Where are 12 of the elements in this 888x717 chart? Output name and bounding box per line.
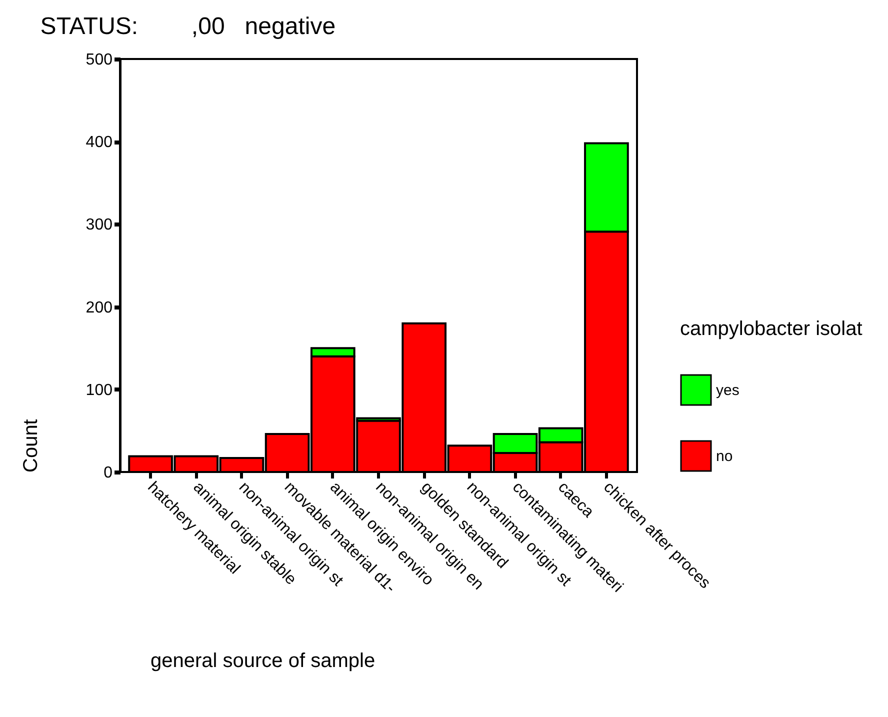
legend-label: yes [716, 382, 740, 399]
y-axis-title: Count [20, 418, 42, 472]
legend-title: campylobacter isolat [680, 318, 863, 340]
y-tick-label: 100 [86, 382, 113, 399]
y-tick-label: 200 [86, 299, 113, 316]
chart-title: STATUS: ,00 negative [40, 13, 336, 40]
y-tick-label: 500 [86, 52, 113, 68]
y-tick-label: 300 [86, 216, 113, 234]
y-tick-label: 400 [86, 134, 113, 152]
y-tick-label: 0 [104, 464, 113, 482]
x-axis-title: general source of sample [150, 650, 376, 672]
legend-label: no [716, 448, 733, 465]
